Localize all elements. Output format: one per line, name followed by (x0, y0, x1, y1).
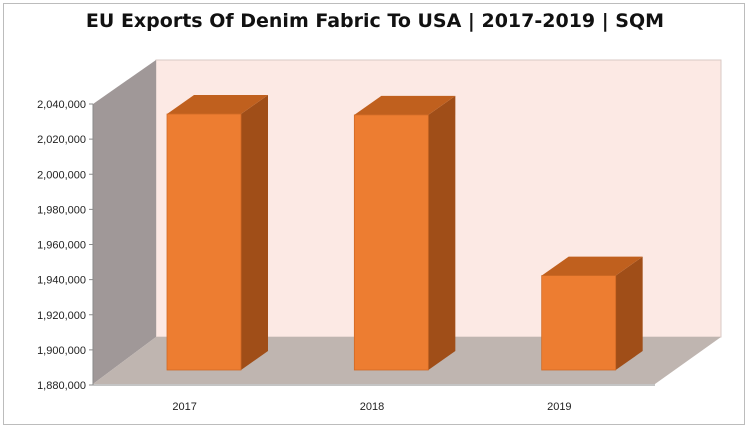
y-tick-label: 1,880,000 (37, 380, 86, 392)
chart-frame (3, 3, 745, 425)
x-tick-label: 2018 (360, 401, 384, 413)
y-tick-label: 2,040,000 (37, 99, 86, 111)
bars (166, 95, 643, 371)
y-tick-label: 1,960,000 (37, 240, 86, 252)
y-tick-label: 1,940,000 (37, 275, 86, 287)
bar-2019 (541, 256, 643, 371)
y-axis-ticks: 2,040,000 2,020,000 2,000,000 1,980,000 1,96… (37, 99, 93, 392)
bar-2018 (353, 95, 456, 371)
bar-front (353, 114, 429, 371)
bar-side (615, 256, 643, 370)
x-axis-ticks: 2017 2018 2019 (172, 401, 571, 413)
y-tick-label: 1,900,000 (37, 345, 86, 357)
bar-top (354, 95, 456, 115)
side-wall (93, 60, 156, 384)
bar-side (428, 95, 456, 370)
bar-front (541, 275, 617, 371)
y-tick-label: 1,920,000 (37, 310, 86, 322)
y-tick-label: 2,000,000 (37, 169, 86, 181)
chart-title: EU Exports Of Denim Fabric To USA | 2017… (85, 10, 665, 32)
bar-2017 (166, 95, 268, 371)
bar-side (241, 95, 268, 371)
bar-top (167, 95, 268, 115)
x-tick-label: 2019 (547, 401, 571, 413)
x-tick-label: 2017 (172, 401, 196, 413)
bar-front (166, 113, 242, 371)
y-tick-label: 2,020,000 (37, 134, 86, 146)
y-tick-label: 1,980,000 (37, 204, 86, 216)
bar-top (541, 256, 643, 276)
